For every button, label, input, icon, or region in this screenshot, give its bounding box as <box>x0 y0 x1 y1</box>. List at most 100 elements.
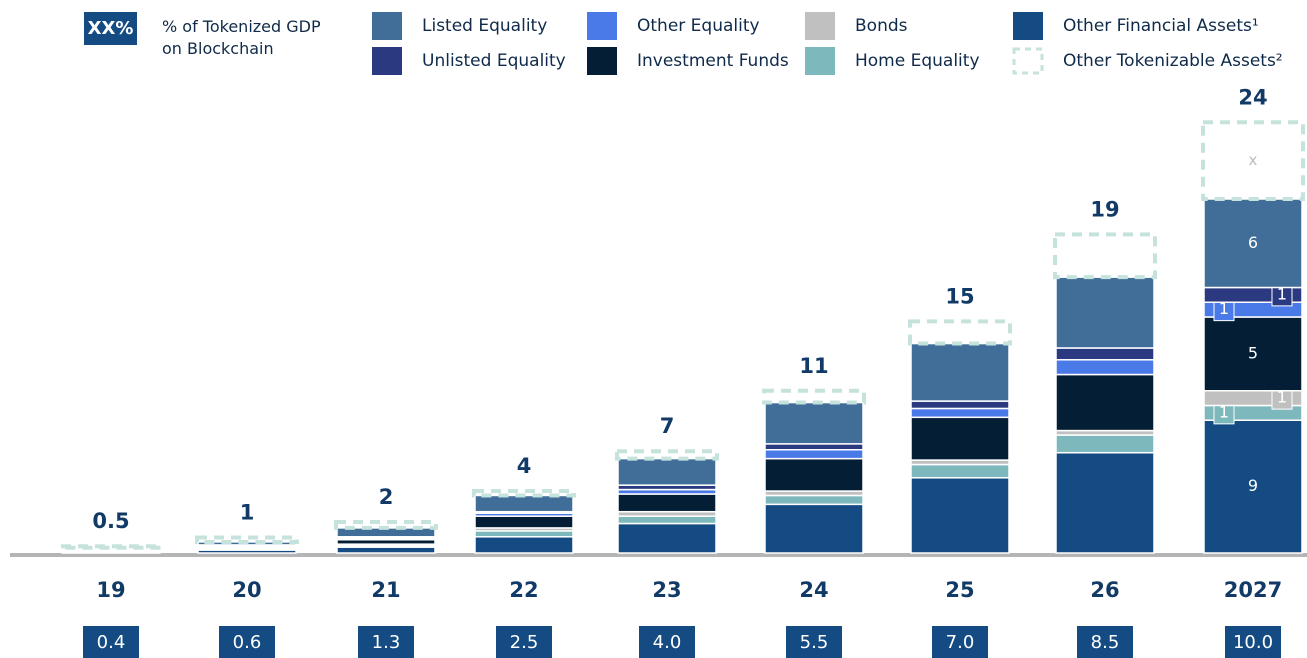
legend-label: Other Equality <box>637 16 760 36</box>
bar-segment <box>910 416 1010 461</box>
x-tick-label: 25 <box>945 578 974 602</box>
legend-swatch <box>587 47 617 75</box>
bar-segment <box>1203 419 1303 554</box>
total-label: 19 <box>1090 197 1119 221</box>
gdp-share-label: 4.0 <box>653 632 682 653</box>
gdp-share-label: 8.5 <box>1091 632 1120 653</box>
gdp-share-label: 0.4 <box>97 632 126 653</box>
total-label: 24 <box>1238 85 1267 109</box>
legend-key: XX% <box>88 18 134 39</box>
bar-segment <box>764 443 864 451</box>
bar-segment <box>617 493 717 513</box>
x-tick-label: 19 <box>96 578 125 602</box>
legend-swatch <box>1012 47 1044 75</box>
gdp-share-label: 10.0 <box>1233 632 1273 653</box>
gdp-share-box <box>932 626 988 658</box>
x-tick-label: 21 <box>371 578 400 602</box>
bar-segment <box>764 503 864 554</box>
total-label: 1 <box>240 501 255 525</box>
placeholder-segment <box>1201 120 1305 201</box>
x-tick-label: 26 <box>1090 578 1119 602</box>
bar-segment <box>910 342 1010 402</box>
legend-swatch <box>587 12 617 40</box>
total-label: 7 <box>660 414 675 438</box>
gdp-share-label: 2.5 <box>510 632 539 653</box>
gdp-share-box <box>219 626 275 658</box>
placeholder-segment <box>762 388 866 405</box>
placeholder-segment <box>195 535 299 544</box>
total-label: 0.5 <box>92 509 129 533</box>
placeholder-segment <box>1053 232 1157 280</box>
legend-key-text: % of Tokenized GDP on Blockchain <box>162 17 321 58</box>
placeholder-segment <box>334 520 438 530</box>
gdp-share-box <box>639 626 695 658</box>
placeholder-segment <box>472 489 576 498</box>
gdp-share-box <box>1077 626 1133 658</box>
bar-segment <box>1055 276 1155 349</box>
gdp-share-box <box>786 626 842 658</box>
bar-segment <box>1055 434 1155 454</box>
bar-segment <box>910 400 1010 410</box>
legend-label: Other Tokenizable Assets² <box>1063 51 1283 71</box>
bar-segment <box>474 530 574 538</box>
legend-swatch <box>1013 12 1043 40</box>
total-label: 15 <box>945 284 974 308</box>
segment-label: 5 <box>1248 343 1258 362</box>
placeholder-segment <box>908 319 1012 346</box>
bar-segment <box>910 477 1010 554</box>
bar-segment <box>1055 347 1155 361</box>
gdp-share-label: 5.5 <box>800 632 829 653</box>
segment-label: 9 <box>1248 476 1258 495</box>
x-tick-label: 2027 <box>1224 578 1282 602</box>
gdp-share-box <box>496 626 552 658</box>
legend-swatch <box>805 12 835 40</box>
bar-segment <box>910 407 1010 419</box>
legend-swatch <box>372 12 402 40</box>
x-tick-label: 24 <box>799 578 828 602</box>
bar-segment <box>617 522 717 554</box>
bar-segment <box>474 515 574 529</box>
legend-key-text-box: % of Tokenized GDP on Blockchain <box>162 17 321 58</box>
bar-segment <box>910 463 1010 479</box>
legend-label: Other Financial Assets¹ <box>1063 16 1259 36</box>
placeholder-segment <box>615 449 719 461</box>
total-label: 4 <box>517 454 532 478</box>
bar-segment <box>1055 373 1155 432</box>
bar-segment <box>764 457 864 492</box>
segment-label: 1 <box>1219 402 1229 421</box>
segment-label: 1 <box>1277 284 1287 303</box>
legend-label: Investment Funds <box>637 51 789 71</box>
gdp-share-label: 0.6 <box>233 632 262 653</box>
gdp-share-box <box>1225 626 1281 658</box>
bar-segment <box>764 401 864 445</box>
segment-label: 1 <box>1277 388 1287 407</box>
bar-segment <box>617 515 717 525</box>
x-tick-label: 20 <box>232 578 261 602</box>
legend-key-box <box>84 12 137 45</box>
legend-swatch <box>805 47 835 75</box>
bar-segment <box>617 457 717 486</box>
x-tick-label: 22 <box>509 578 538 602</box>
x-tick-label: 23 <box>652 578 681 602</box>
bar-segment <box>1055 451 1155 554</box>
legend-label: Listed Equality <box>422 16 547 36</box>
bar-segment <box>61 546 161 550</box>
total-label: 2 <box>379 485 394 509</box>
bar-segment <box>764 449 864 460</box>
segment-label: 1 <box>1219 299 1229 318</box>
bar-segment <box>474 494 574 513</box>
total-label: 11 <box>799 354 828 378</box>
bar-segment <box>1203 198 1303 289</box>
segment-label: 6 <box>1248 233 1258 252</box>
legend-label: Bonds <box>855 16 908 36</box>
placeholder-label: x <box>1249 151 1258 169</box>
legend-label: Unlisted Equality <box>422 51 566 71</box>
legend-label: Home Equality <box>855 51 980 71</box>
legend-swatch <box>372 47 402 75</box>
bar-segment <box>1055 359 1155 376</box>
bar-segment <box>474 536 574 554</box>
bar-segment <box>336 546 436 554</box>
bar-segment <box>1203 316 1303 392</box>
gdp-share-box <box>83 626 139 658</box>
